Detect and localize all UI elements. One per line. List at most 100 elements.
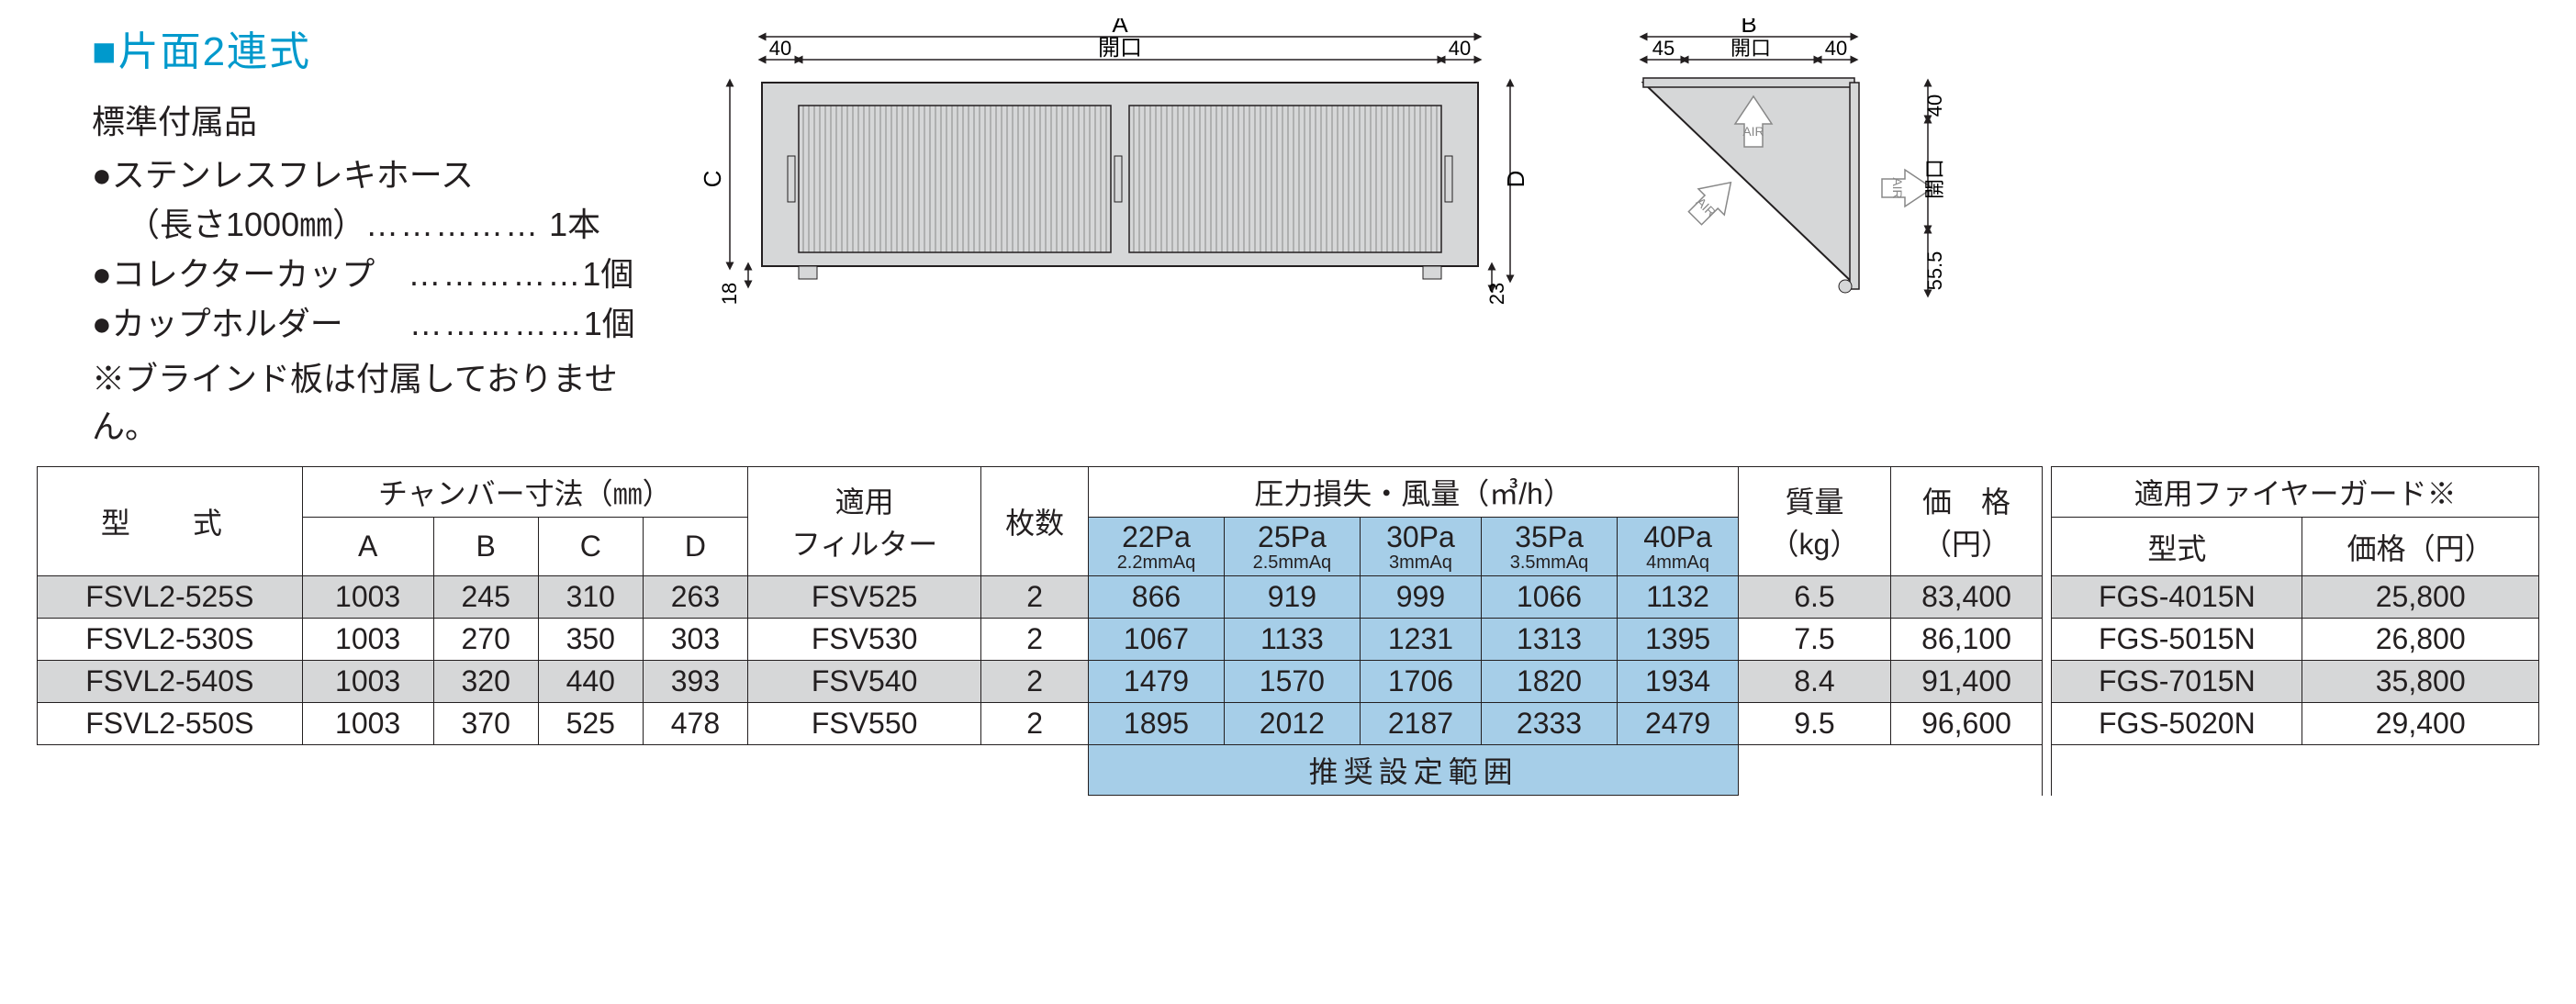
th-fg-price: 価格（円） <box>2302 518 2539 576</box>
accessory-name: カップホルダー <box>112 305 343 342</box>
cell: 245 <box>433 576 538 619</box>
note-text: ※ブラインド板は付属しておりません。 <box>92 352 643 448</box>
accessory-1: ●ステンレスフレキホース <box>92 151 643 200</box>
cell: 29,400 <box>2302 703 2539 745</box>
cell: FGS-5020N <box>2052 703 2302 745</box>
dim-45: 45 <box>1652 37 1674 60</box>
col-gap <box>2043 661 2052 703</box>
cell: 310 <box>538 576 643 619</box>
dim-23: 23 <box>1485 283 1508 305</box>
cell: 96,600 <box>1890 703 2043 745</box>
accessory-2: ●コレクターカップ 1個 <box>92 250 643 299</box>
th-mass: 質量（kg） <box>1739 467 1891 576</box>
cell: 866 <box>1089 576 1225 619</box>
cell: 1570 <box>1224 661 1360 703</box>
cell: 2012 <box>1224 703 1360 745</box>
svg-text:AIR: AIR <box>1890 177 1905 198</box>
cell: 1231 <box>1360 619 1481 661</box>
cell: 2 <box>981 619 1089 661</box>
th-40pa: 40Pa4mmAq <box>1617 518 1738 576</box>
accessory-name: コレクターカップ <box>112 255 375 293</box>
th-price: 価 格（円） <box>1890 467 2043 576</box>
cell: 1003 <box>302 619 433 661</box>
col-gap <box>2043 745 2052 796</box>
cell: FSV525 <box>748 576 981 619</box>
cell: 1820 <box>1482 661 1618 703</box>
cell: 26,800 <box>2302 619 2539 661</box>
th-fireguard: 適用ファイヤーガード※ <box>2052 467 2539 518</box>
cell: 393 <box>643 661 747 703</box>
cell: 2187 <box>1360 703 1481 745</box>
th-chamber: チャンバー寸法（㎜） <box>302 467 747 518</box>
table-row: FSVL2-550S1003370525478FSV55021895201221… <box>38 703 2539 745</box>
th-25pa: 25Pa2.5mmAq <box>1224 518 1360 576</box>
cell: 35,800 <box>2302 661 2539 703</box>
th-22pa: 22Pa2.2mmAq <box>1089 518 1225 576</box>
accessory-3: ●カップホルダー 1個 <box>92 299 643 349</box>
dim-d-label: D <box>1502 171 1529 188</box>
cell: 1066 <box>1482 576 1618 619</box>
air-arrow-diag: AIR <box>1682 170 1743 231</box>
dim-40-right: 40 <box>1449 37 1471 60</box>
cell: 919 <box>1224 576 1360 619</box>
svg-text:AIR: AIR <box>1742 124 1764 139</box>
cell: 1003 <box>302 576 433 619</box>
cell: FSVL2-525S <box>38 576 303 619</box>
footer-spacer <box>1739 745 2043 796</box>
cell: FSV530 <box>748 619 981 661</box>
cell: 1067 <box>1089 619 1225 661</box>
cell: 263 <box>643 576 747 619</box>
cell: 370 <box>433 703 538 745</box>
col-gap <box>2043 576 2052 619</box>
th-b: B <box>433 518 538 576</box>
bullet-icon: ● <box>92 255 112 293</box>
cell: FGS-4015N <box>2052 576 2302 619</box>
cell: 270 <box>433 619 538 661</box>
accessory-name: ステンレスフレキホース <box>112 156 474 194</box>
section-title: ■片面2連式 <box>92 18 643 77</box>
cell: 1395 <box>1617 619 1738 661</box>
footer-spacer <box>2052 745 2539 796</box>
cell: FSVL2-540S <box>38 661 303 703</box>
table-row: FSVL2-525S1003245310263FSV52528669199991… <box>38 576 2539 619</box>
dim-40-side: 40 <box>1825 37 1847 60</box>
cell: 1003 <box>302 703 433 745</box>
cell: FSV550 <box>748 703 981 745</box>
dim-a-label: A <box>1112 18 1128 38</box>
accessory-qty: 1個 <box>584 305 635 342</box>
cell: 8.4 <box>1739 661 1891 703</box>
spec-table: 型 式 チャンバー寸法（㎜） 適用フィルター 枚数 圧力損失・風量（㎥/h） 質… <box>37 466 2539 796</box>
cell: 2479 <box>1617 703 1738 745</box>
cell: 1313 <box>1482 619 1618 661</box>
cell: 303 <box>643 619 747 661</box>
table-body: FSVL2-525S1003245310263FSV52528669199991… <box>38 576 2539 745</box>
accessories-subtitle: 標準付属品 <box>92 95 643 143</box>
cell: 478 <box>643 703 747 745</box>
front-view-diagram: A 開口 40 40 C 18 <box>679 18 1561 312</box>
accessory-qty: 1本 <box>549 206 600 243</box>
table-row: FSVL2-540S1003320440393FSV54021479157017… <box>38 661 2539 703</box>
th-a: A <box>302 518 433 576</box>
title-text: 片面2連式 <box>118 29 311 74</box>
cell: 1706 <box>1360 661 1481 703</box>
title-marker: ■ <box>92 29 118 74</box>
top-section: ■片面2連式 標準付属品 ●ステンレスフレキホース （長さ1000㎜） 1本 ●… <box>37 18 2539 448</box>
cell: FSV540 <box>748 661 981 703</box>
cell: 1003 <box>302 661 433 703</box>
cell: 440 <box>538 661 643 703</box>
dim-b-label: B <box>1741 18 1756 38</box>
accessory-1-detail: （長さ1000㎜） 1本 <box>92 200 643 250</box>
dim-c-label: C <box>699 171 726 188</box>
cell: 1133 <box>1224 619 1360 661</box>
th-c: C <box>538 518 643 576</box>
th-pressure-flow: 圧力損失・風量（㎥/h） <box>1089 467 1739 518</box>
bullet-icon: ● <box>92 305 112 342</box>
cell: FSVL2-530S <box>38 619 303 661</box>
th-d: D <box>643 518 747 576</box>
dim-opening-right: 開口 <box>1923 159 1946 199</box>
side-view-diagram: B 45 開口 40 AIR AIR AIR <box>1579 18 1965 312</box>
diagrams-container: A 開口 40 40 C 18 <box>679 18 2539 448</box>
th-sheets: 枚数 <box>981 467 1089 576</box>
bullet-icon: ● <box>92 156 112 194</box>
table-row: FSVL2-530S1003270350303FSV53021067113312… <box>38 619 2539 661</box>
